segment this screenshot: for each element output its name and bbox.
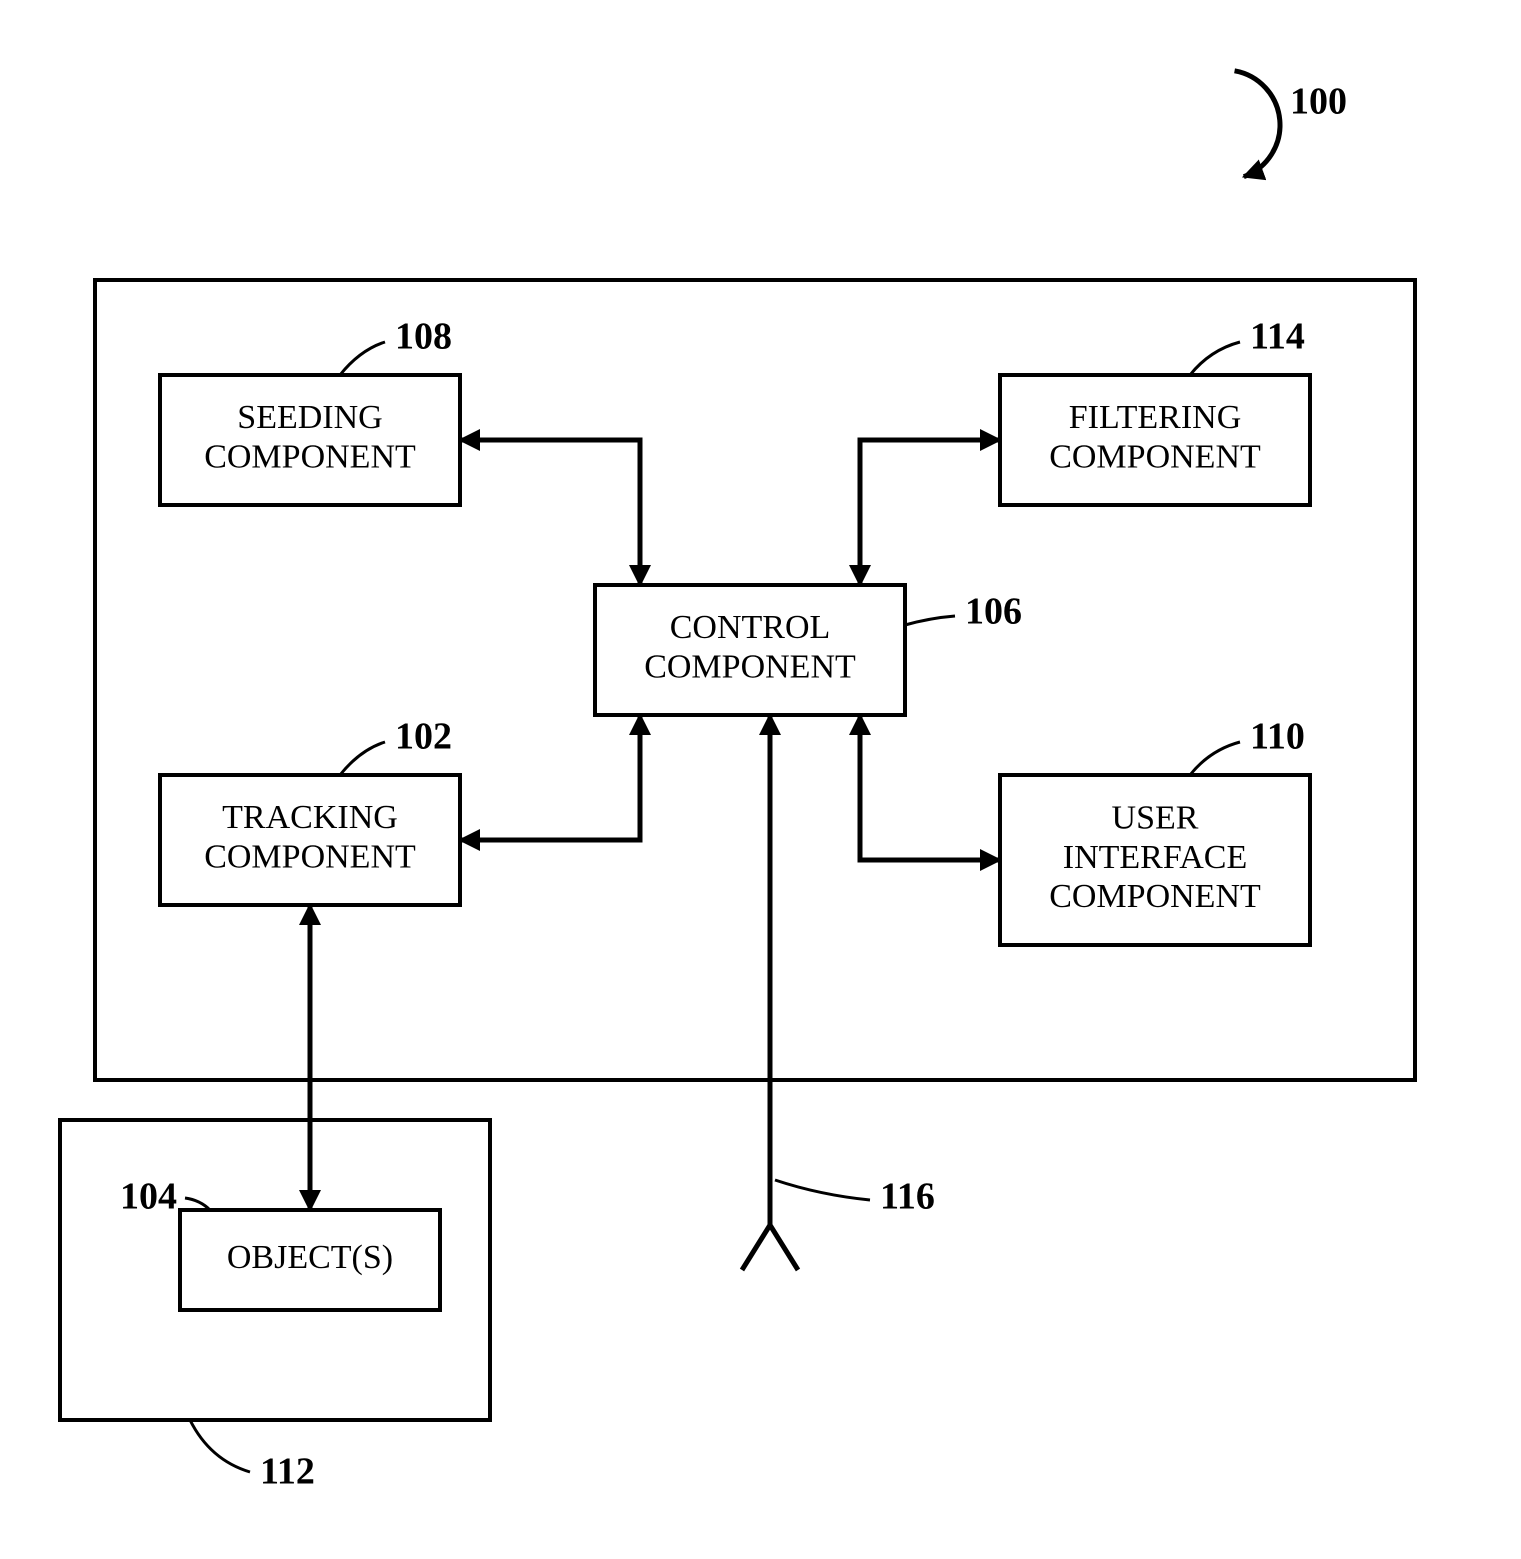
node-control: CONTROLCOMPONENT 106	[595, 585, 1022, 715]
node-filtering-label-0: FILTERING	[1069, 399, 1242, 436]
ref-control: 106	[965, 591, 1022, 633]
node-ui-label-0: USER	[1112, 800, 1199, 837]
node-ui-label-1: INTERFACE	[1063, 839, 1247, 876]
node-filtering-label-1: COMPONENT	[1049, 438, 1261, 475]
node-control-label-0: CONTROL	[670, 609, 831, 646]
leader-ui	[1190, 742, 1240, 775]
leader-seeding	[340, 342, 385, 375]
leader-116	[775, 1180, 870, 1200]
ref-112: 112	[260, 1451, 315, 1493]
signal-116-fork	[742, 1225, 798, 1270]
node-filtering: FILTERINGCOMPONENT 114	[1000, 316, 1310, 505]
figure-ref-hook	[1235, 71, 1280, 177]
node-tracking-label-0: TRACKING	[222, 799, 398, 836]
ref-100: 100	[1290, 81, 1347, 123]
node-tracking-label-1: COMPONENT	[204, 838, 416, 875]
node-ui: USERINTERFACECOMPONENT 110	[1000, 716, 1310, 945]
ref-ui: 110	[1250, 716, 1305, 758]
node-objects: OBJECT(S) 104	[120, 1176, 440, 1310]
leader-filtering	[1190, 342, 1240, 375]
leader-control	[905, 616, 955, 625]
leader-tracking	[340, 742, 385, 775]
node-seeding-label-1: COMPONENT	[204, 438, 416, 475]
ref-objects: 104	[120, 1176, 177, 1218]
edge-control-ui	[860, 715, 1000, 860]
ref-tracking: 102	[395, 716, 452, 758]
edge-control-seeding	[460, 440, 640, 585]
ref-filtering: 114	[1250, 316, 1305, 358]
ref-seeding: 108	[395, 316, 452, 358]
node-tracking: TRACKINGCOMPONENT 102	[160, 716, 460, 905]
ref-116: 116	[880, 1176, 935, 1218]
node-control-label-1: COMPONENT	[644, 648, 856, 685]
node-seeding-label-0: SEEDING	[237, 399, 382, 436]
leader-112	[190, 1420, 250, 1472]
edge-control-tracking	[460, 715, 640, 840]
node-ui-label-2: COMPONENT	[1049, 878, 1261, 915]
node-seeding: SEEDINGCOMPONENT 108	[160, 316, 460, 505]
edge-control-filtering	[860, 440, 1000, 585]
node-objects-label-0: OBJECT(S)	[227, 1239, 393, 1276]
